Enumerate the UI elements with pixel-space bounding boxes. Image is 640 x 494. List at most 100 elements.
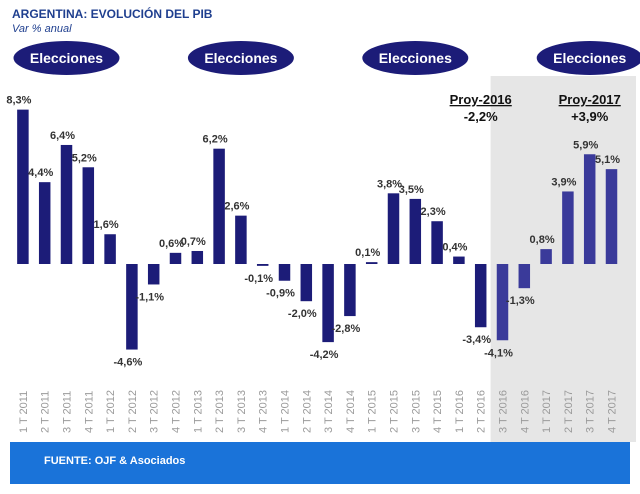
bar-value-label: 4,4% bbox=[28, 167, 53, 179]
category-tick-label: 1 T 2013 bbox=[192, 390, 204, 433]
bar bbox=[518, 264, 531, 289]
category-tick-label: 1 T 2017 bbox=[541, 390, 553, 433]
category-tick-label: 2 T 2017 bbox=[563, 390, 575, 433]
bar-value-label: 8,3% bbox=[6, 95, 31, 107]
elections-label: Elecciones bbox=[30, 50, 103, 66]
bar bbox=[60, 144, 73, 264]
category-tick-label: 3 T 2017 bbox=[585, 390, 597, 433]
category-tick-label: 3 T 2012 bbox=[149, 390, 161, 433]
bar-value-label: 5,9% bbox=[573, 139, 598, 151]
bar bbox=[169, 252, 182, 264]
category-tick-label: 1 T 2011 bbox=[18, 391, 30, 433]
category-tick-label: 3 T 2014 bbox=[323, 390, 335, 433]
category-tick-label: 2 T 2012 bbox=[127, 390, 139, 433]
bar bbox=[235, 215, 247, 264]
bar-value-label: -0,1% bbox=[244, 273, 273, 285]
bar bbox=[191, 250, 204, 264]
bar-value-label: -4,1% bbox=[484, 347, 513, 359]
bar-value-label: -2,8% bbox=[332, 323, 361, 335]
bar bbox=[605, 169, 618, 264]
bar bbox=[82, 167, 95, 264]
bar-value-label: -1,1% bbox=[135, 291, 164, 303]
elections-ellipse bbox=[536, 41, 640, 75]
bar bbox=[17, 109, 29, 265]
elections-ellipse bbox=[362, 41, 469, 75]
bar bbox=[147, 264, 160, 285]
bar-value-label: -1,3% bbox=[506, 295, 535, 307]
bar-value-label: 3,9% bbox=[551, 176, 576, 188]
bar bbox=[213, 148, 225, 264]
category-tick-label: 4 T 2015 bbox=[432, 390, 444, 433]
projection-value: +3,9% bbox=[571, 109, 609, 124]
category-tick-label: 1 T 2012 bbox=[105, 390, 117, 433]
bar bbox=[104, 234, 116, 264]
elections-label: Elecciones bbox=[553, 50, 626, 66]
bar-value-label: 3,5% bbox=[399, 184, 424, 196]
category-tick-label: 4 T 2017 bbox=[607, 390, 619, 433]
bar bbox=[562, 191, 574, 264]
bar bbox=[409, 198, 422, 264]
chart-subtitle: Var % anual bbox=[12, 23, 72, 35]
source-footer-bar bbox=[10, 442, 630, 484]
category-tick-label: 3 T 2013 bbox=[236, 390, 248, 433]
category-tick-label: 2 T 2013 bbox=[214, 390, 226, 433]
category-tick-label: 4 T 2016 bbox=[519, 390, 531, 433]
bar-value-label: -0,9% bbox=[266, 288, 295, 300]
bar bbox=[453, 256, 465, 264]
bar bbox=[344, 264, 356, 317]
bar-value-label: -2,0% bbox=[288, 308, 317, 320]
category-tick-label: 1 T 2014 bbox=[280, 390, 292, 433]
bar-value-label: 2,6% bbox=[224, 201, 249, 213]
bar bbox=[300, 264, 313, 302]
bar-value-label: 0,7% bbox=[181, 236, 206, 248]
bar bbox=[38, 182, 51, 264]
bar bbox=[540, 249, 552, 264]
bar-value-label: -3,4% bbox=[462, 334, 491, 346]
bar bbox=[322, 264, 334, 343]
category-tick-label: 3 T 2016 bbox=[498, 390, 510, 433]
bar bbox=[126, 264, 138, 350]
bar-value-label: 0,8% bbox=[530, 234, 555, 246]
elections-ellipse bbox=[187, 41, 294, 75]
category-tick-label: 4 T 2013 bbox=[258, 390, 270, 433]
bar bbox=[474, 264, 487, 328]
category-tick-label: 3 T 2011 bbox=[62, 391, 74, 433]
bar-value-label: 2,3% bbox=[421, 206, 446, 218]
bar bbox=[365, 262, 378, 264]
bar-value-label: 0,4% bbox=[442, 242, 467, 254]
bar bbox=[496, 264, 509, 341]
bar bbox=[256, 264, 269, 266]
bar-value-label: -4,2% bbox=[310, 349, 339, 361]
elections-ellipse bbox=[13, 41, 120, 75]
bar bbox=[278, 264, 291, 281]
category-tick-label: 2 T 2014 bbox=[301, 390, 313, 433]
category-tick-label: 2 T 2011 bbox=[40, 391, 52, 433]
bar bbox=[583, 154, 596, 264]
bar bbox=[431, 221, 443, 264]
bar-value-label: 3,8% bbox=[377, 178, 402, 190]
chart-title: ARGENTINA: EVOLUCIÓN DEL PIB bbox=[12, 6, 213, 21]
category-tick-label: 4 T 2014 bbox=[345, 390, 357, 433]
bar-value-label: 6,2% bbox=[203, 134, 228, 146]
elections-label: Elecciones bbox=[204, 50, 277, 66]
bar bbox=[387, 193, 400, 264]
category-tick-label: 1 T 2016 bbox=[454, 390, 466, 433]
bar-value-label: -4,6% bbox=[114, 357, 143, 369]
category-tick-label: 2 T 2015 bbox=[389, 390, 401, 433]
category-tick-label: 4 T 2012 bbox=[171, 390, 183, 433]
category-tick-label: 2 T 2016 bbox=[476, 390, 488, 433]
bar-value-label: 0,1% bbox=[355, 247, 380, 259]
projection-title: Proy-2017 bbox=[559, 92, 621, 107]
projection-title: Proy-2016 bbox=[450, 92, 512, 107]
projection-value: -2,2% bbox=[464, 109, 498, 124]
bar-value-label: 6,4% bbox=[50, 130, 75, 142]
bar-value-label: 0,6% bbox=[159, 238, 184, 250]
source-text: FUENTE: OJF & Asociados bbox=[44, 455, 186, 467]
elections-label: Elecciones bbox=[379, 50, 452, 66]
category-tick-label: 4 T 2011 bbox=[83, 391, 95, 433]
bar-value-label: 1,6% bbox=[94, 219, 119, 231]
category-tick-label: 3 T 2015 bbox=[410, 390, 422, 433]
bar-value-label: 5,2% bbox=[72, 152, 97, 164]
